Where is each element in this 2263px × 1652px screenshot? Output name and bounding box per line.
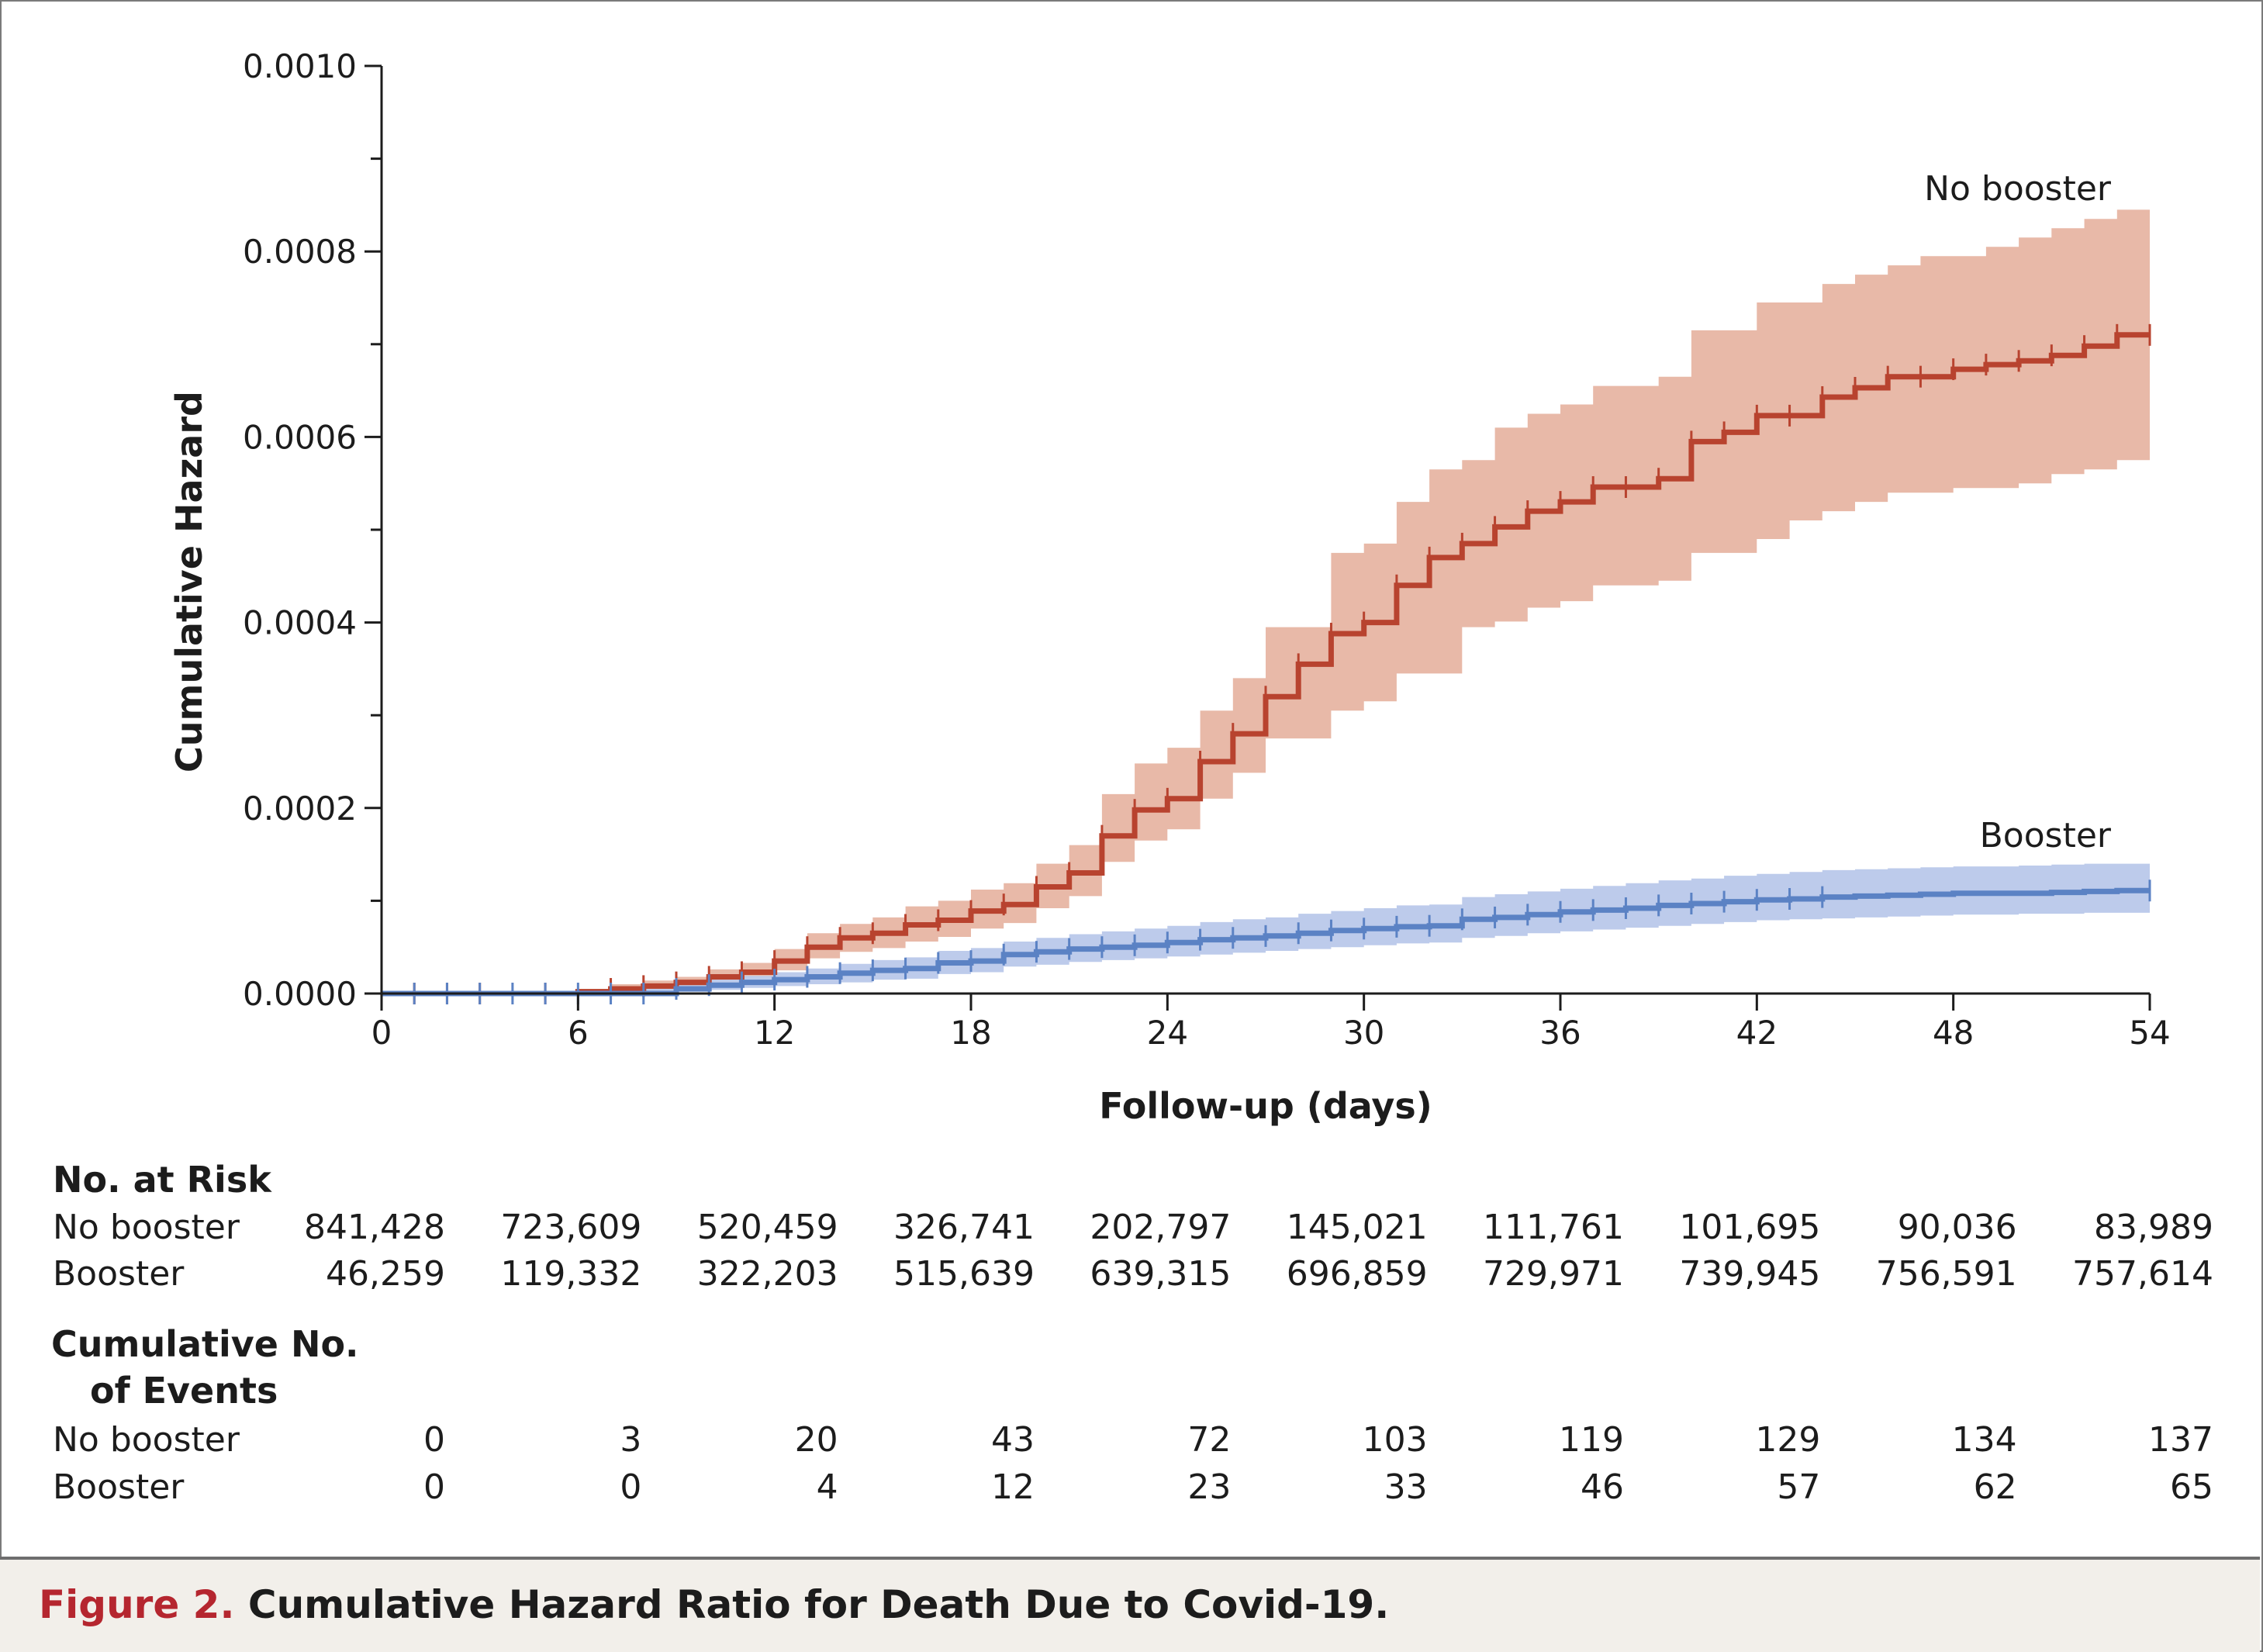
figure-label: Figure 2. <box>39 1582 235 1627</box>
risk-table-value: 756,591 <box>1876 1254 2017 1294</box>
x-tick-label: 54 <box>2129 1014 2170 1052</box>
figure-caption: Figure 2. Cumulative Hazard Ratio for De… <box>39 1582 1389 1627</box>
tables: No. at Risk No booster Booster Cumulativ… <box>51 1159 2213 1507</box>
confidence-bands <box>382 209 2150 994</box>
events-table-value: 4 <box>817 1467 838 1507</box>
x-tick-label: 48 <box>1933 1014 1974 1052</box>
events-table-value: 23 <box>1187 1467 1231 1507</box>
risk-table-value: 520,459 <box>697 1208 838 1247</box>
censor-marks <box>380 323 2151 1004</box>
risk-table-value: 739,945 <box>1679 1254 1820 1294</box>
events-table-value: 103 <box>1363 1420 1428 1460</box>
y-tick-label: 0.0010 <box>243 47 357 85</box>
y-axis-title: Cumulative Hazard <box>168 391 210 772</box>
risk-table-value: 46,259 <box>326 1254 445 1294</box>
events-table-value: 137 <box>2148 1420 2213 1460</box>
events-row-label: No booster <box>53 1420 240 1460</box>
caption-bar <box>0 1557 2260 1652</box>
events-table-value: 12 <box>991 1467 1035 1507</box>
caption-text: Cumulative Hazard Ratio for Death Due to… <box>247 1582 1390 1627</box>
series-line-booster <box>382 887 2150 997</box>
events-table-value: 43 <box>991 1420 1035 1460</box>
risk-table-value: 696,859 <box>1287 1254 1428 1294</box>
y-tick-label: 0.0002 <box>243 790 357 828</box>
series-label-booster: Booster <box>1980 816 2112 855</box>
risk-table-value: 757,614 <box>2072 1254 2213 1294</box>
axes <box>364 64 2151 1011</box>
risk-table-value: 119,332 <box>500 1254 641 1294</box>
x-tick-label: 18 <box>950 1014 991 1052</box>
x-axis-title: Follow-up (days) <box>1099 1085 1432 1127</box>
risk-table-value: 90,036 <box>1898 1208 2017 1247</box>
events-table-value: 57 <box>1777 1467 1820 1507</box>
x-tick-label: 36 <box>1539 1014 1581 1052</box>
tick-labels: 0.0000 0.0002 0.0004 0.0006 0.0008 0.0010 0 6 12… <box>243 47 2171 1052</box>
y-tick-label: 0.0004 <box>243 604 357 642</box>
events-table-value: 0 <box>423 1467 445 1507</box>
risk-table-value: 322,203 <box>697 1254 838 1294</box>
risk-table-value: 101,695 <box>1679 1208 1820 1247</box>
series-label-no-booster: No booster <box>1924 169 2112 209</box>
x-tick-label: 12 <box>754 1014 795 1052</box>
risk-table-value: 639,315 <box>1090 1254 1231 1294</box>
risk-row-label: No booster <box>53 1208 240 1247</box>
risk-table-value: 202,797 <box>1090 1208 1231 1247</box>
events-table-value: 119 <box>1559 1420 1624 1460</box>
events-table-value: 33 <box>1384 1467 1428 1507</box>
events-table-value: 20 <box>795 1420 838 1460</box>
ci-band-no-booster <box>382 209 2150 994</box>
events-table-value: 0 <box>423 1420 445 1460</box>
events-table-value: 46 <box>1581 1467 1624 1507</box>
y-tick-label: 0.0000 <box>243 975 357 1013</box>
y-tick-label: 0.0008 <box>243 233 357 271</box>
x-tick-label: 24 <box>1147 1014 1188 1052</box>
y-tick-label: 0.0006 <box>243 418 357 456</box>
risk-table-value: 145,021 <box>1287 1208 1428 1247</box>
events-table-value: 72 <box>1187 1420 1231 1460</box>
risk-table-value: 723,609 <box>500 1208 641 1247</box>
events-table-value: 129 <box>1755 1420 1820 1460</box>
risk-row-label: Booster <box>53 1254 185 1294</box>
x-tick-label: 30 <box>1343 1014 1384 1052</box>
events-table-value: 3 <box>620 1420 641 1460</box>
x-tick-label: 42 <box>1736 1014 1778 1052</box>
cumulative-hazard-chart: 0.0000 0.0002 0.0004 0.0006 0.0008 0.0010 0 6 12… <box>51 47 2213 1507</box>
events-table-value: 134 <box>1952 1420 2017 1460</box>
events-table-title-line2: of Events <box>90 1370 278 1412</box>
x-tick-label: 0 <box>371 1014 392 1052</box>
risk-table-value: 111,761 <box>1483 1208 1624 1247</box>
table-values: 841,428 723,609 520,459 326,741 202,797 145,0… <box>304 1208 2213 1507</box>
events-table-title: Cumulative No. <box>51 1323 359 1365</box>
events-table-value: 65 <box>2170 1467 2213 1507</box>
risk-table-value: 326,741 <box>893 1208 1035 1247</box>
risk-table-value: 729,971 <box>1483 1254 1624 1294</box>
events-table-value: 0 <box>620 1467 641 1507</box>
risk-table-value: 515,639 <box>893 1254 1035 1294</box>
x-tick-label: 6 <box>568 1014 589 1052</box>
risk-table-value: 841,428 <box>304 1208 445 1247</box>
risk-table-value: 83,989 <box>2094 1208 2213 1247</box>
events-row-label: Booster <box>53 1467 185 1507</box>
risk-table-title: No. at Risk <box>53 1159 272 1201</box>
events-table-value: 62 <box>1974 1467 2017 1507</box>
